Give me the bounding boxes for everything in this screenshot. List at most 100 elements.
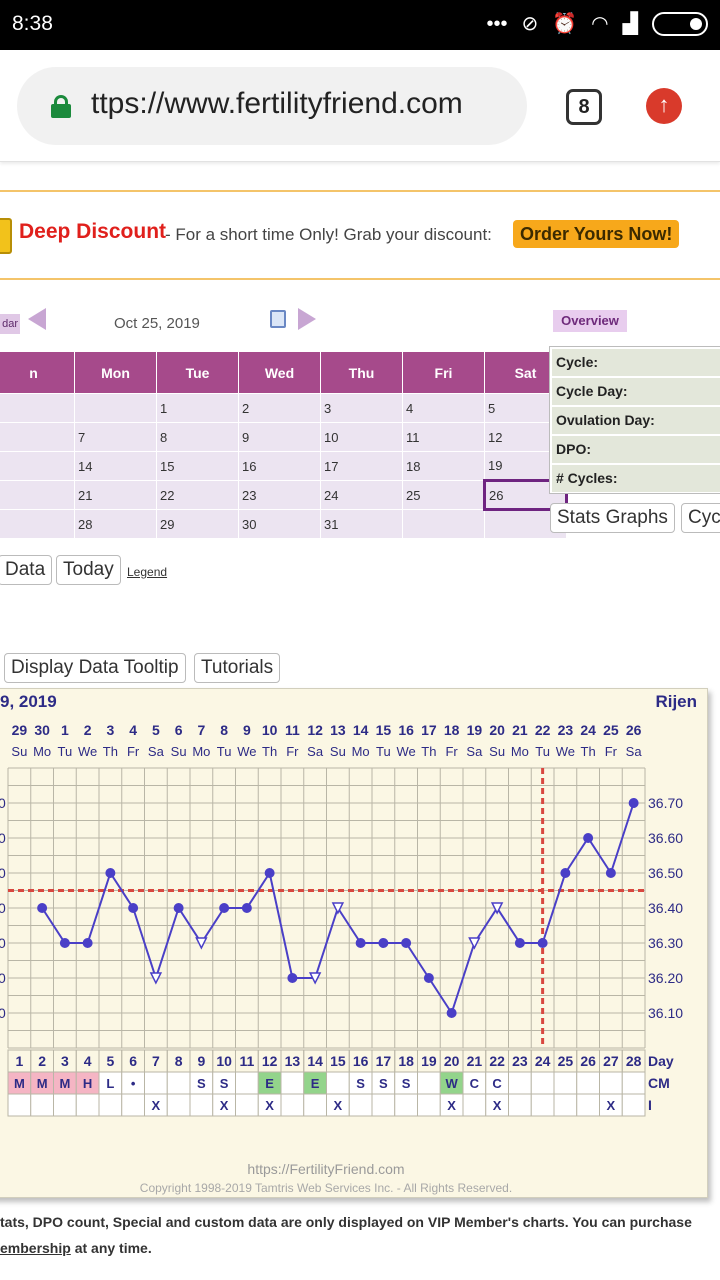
temp-point-open bbox=[195, 937, 208, 950]
cycle-day-label: 6 bbox=[129, 1053, 137, 1069]
calendar-day[interactable]: 25 bbox=[402, 480, 485, 510]
y-tick-label-left: 0 bbox=[0, 795, 6, 811]
calendar-day[interactable]: 21 bbox=[74, 480, 157, 510]
membership-link[interactable]: embership bbox=[0, 1240, 71, 1256]
weekday-label: Su bbox=[489, 744, 505, 759]
date-label: 26 bbox=[626, 722, 642, 738]
i-cell bbox=[53, 1093, 77, 1117]
calendar-day[interactable]: 4 bbox=[402, 393, 485, 423]
cm-value: M bbox=[14, 1076, 25, 1091]
next-month-arrow-icon[interactable] bbox=[298, 308, 316, 330]
browser-toolbar: ttps://www.fertilityfriend.com 8 ↑ bbox=[0, 50, 720, 162]
i-cell bbox=[394, 1093, 418, 1117]
calendar-day bbox=[0, 509, 75, 539]
calendar-header-0: n bbox=[0, 351, 75, 394]
cycle-day-label: 25 bbox=[558, 1053, 574, 1069]
temp-point bbox=[105, 868, 116, 878]
tutorials-button[interactable]: Tutorials bbox=[194, 653, 281, 683]
i-cell bbox=[121, 1093, 145, 1117]
calendar-icon[interactable] bbox=[270, 310, 286, 328]
calendar-day[interactable]: 17 bbox=[320, 451, 403, 481]
date-label: 29 bbox=[12, 722, 28, 738]
calendar-day[interactable]: 28 bbox=[74, 509, 157, 539]
calendar-day[interactable]: 31 bbox=[320, 509, 403, 539]
i-cell bbox=[417, 1093, 441, 1117]
calendar-grid: n Mon Tue Wed Thu Fri Sat 1 2 3 4 5 7 8 9 10 11 12 14 15 16… bbox=[0, 351, 568, 539]
calendar-day[interactable]: 7 bbox=[74, 422, 157, 452]
weekday-label: Tu bbox=[535, 744, 550, 759]
temp-point bbox=[219, 903, 230, 913]
calendar-day[interactable]: 15 bbox=[156, 451, 239, 481]
date-label: 6 bbox=[175, 722, 183, 738]
cm-cell bbox=[508, 1071, 532, 1095]
order-now-button[interactable]: Order Yours Now! bbox=[513, 220, 680, 248]
date-label: 11 bbox=[285, 722, 300, 738]
cycles-button[interactable]: Cyc bbox=[681, 503, 720, 533]
calendar-day[interactable]: 9 bbox=[238, 422, 321, 452]
address-bar[interactable]: ttps://www.fertilityfriend.com bbox=[17, 67, 527, 145]
calendar-day[interactable]: 8 bbox=[156, 422, 239, 452]
today-button[interactable]: Today bbox=[56, 555, 121, 585]
calendar-tab[interactable]: dar bbox=[0, 314, 20, 334]
cm-value: S bbox=[220, 1076, 229, 1091]
temp-point-open bbox=[490, 902, 504, 915]
weekday-label: Su bbox=[171, 744, 187, 759]
calendar-header-4: Thu bbox=[320, 351, 403, 394]
temp-point-open bbox=[331, 902, 345, 915]
date-label: 16 bbox=[398, 722, 414, 738]
weekday-label: Sa bbox=[626, 744, 643, 759]
temp-point bbox=[537, 938, 548, 948]
intercourse-mark: X bbox=[152, 1098, 161, 1113]
date-label: 15 bbox=[376, 722, 392, 738]
calendar-day[interactable]: 23 bbox=[238, 480, 321, 510]
i-cell bbox=[166, 1093, 191, 1117]
calendar-day[interactable]: 2 bbox=[238, 393, 321, 423]
calendar-day[interactable]: 18 bbox=[402, 451, 485, 481]
cycle-day-label: 12 bbox=[262, 1053, 278, 1069]
date-label: 21 bbox=[512, 722, 528, 738]
lock-icon bbox=[51, 95, 71, 118]
legend-link[interactable]: Legend bbox=[127, 565, 168, 579]
mute-vibrate-icon: ⊘ bbox=[521, 13, 539, 35]
calendar-day[interactable]: 29 bbox=[156, 509, 239, 539]
weekday-label: Mo bbox=[352, 744, 370, 759]
temp-point bbox=[355, 938, 366, 948]
calendar-day[interactable]: 24 bbox=[320, 480, 403, 510]
cm-value: H bbox=[83, 1076, 92, 1091]
calendar-day[interactable]: 16 bbox=[238, 451, 321, 481]
stats-graphs-button[interactable]: Stats Graphs bbox=[550, 503, 675, 533]
calendar-day[interactable]: 11 bbox=[402, 422, 485, 452]
calendar-day[interactable]: 22 bbox=[156, 480, 239, 510]
i-cell bbox=[30, 1093, 54, 1117]
weekday-label: Fr bbox=[286, 744, 299, 759]
promo-banner: Deep Discount - For a short time Only! G… bbox=[0, 190, 720, 280]
overview-cycles: # Cycles: bbox=[552, 465, 720, 492]
overview-cycle-day: Cycle Day: bbox=[552, 378, 720, 405]
chart-name: Rijen bbox=[655, 692, 697, 711]
date-label: 14 bbox=[353, 722, 369, 738]
date-label: 23 bbox=[558, 722, 574, 738]
weekday-label: Su bbox=[11, 744, 27, 759]
cm-value: M bbox=[59, 1076, 70, 1091]
temp-point bbox=[173, 903, 184, 913]
calendar-day[interactable]: 30 bbox=[238, 509, 321, 539]
calendar-day[interactable]: 3 bbox=[320, 393, 403, 423]
i-cell bbox=[98, 1093, 123, 1117]
cycle-day-label: 2 bbox=[38, 1053, 46, 1069]
cycle-day-label: 13 bbox=[285, 1053, 301, 1069]
calendar-day[interactable]: 14 bbox=[74, 451, 157, 481]
display-data-tooltip-button[interactable]: Display Data Tooltip bbox=[4, 653, 186, 683]
update-arrow-icon[interactable]: ↑ bbox=[646, 88, 682, 124]
prev-month-arrow-icon[interactable] bbox=[28, 308, 46, 330]
calendar-day[interactable]: 1 bbox=[156, 393, 239, 423]
url-text[interactable]: ttps://www.fertilityfriend.com bbox=[91, 87, 463, 120]
weekday-label: We bbox=[78, 744, 97, 759]
data-button[interactable]: Data bbox=[0, 555, 53, 585]
cycle-day-label: 10 bbox=[216, 1053, 232, 1069]
cm-cell bbox=[599, 1071, 623, 1095]
calendar-day[interactable]: 10 bbox=[320, 422, 403, 452]
cycle-day-label: 26 bbox=[580, 1053, 596, 1069]
tab-switcher-button[interactable]: 8 bbox=[566, 89, 602, 125]
overview-tab[interactable]: Overview bbox=[553, 310, 627, 332]
date-label: 1 bbox=[61, 722, 69, 738]
